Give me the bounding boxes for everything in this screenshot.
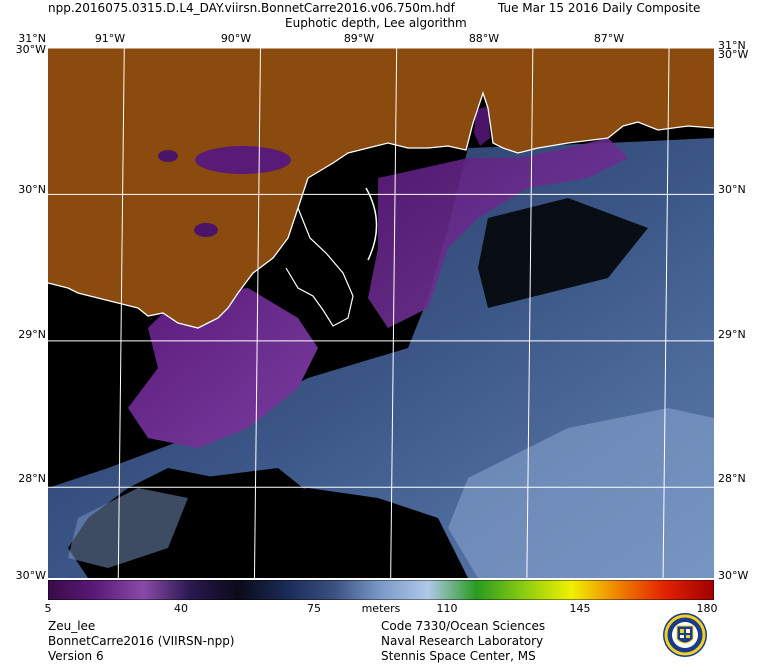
lon-label-91: 91°W [94, 32, 126, 45]
filename-title: npp.2016075.0315.D.L4_DAY.viirsn.BonnetC… [48, 1, 455, 15]
lon-label-89: 89°W [343, 32, 375, 45]
lat-edge-label-right: 30°W [718, 48, 749, 61]
meridian-line-1 [253, 48, 261, 578]
mobile-bay [474, 106, 490, 146]
product-title: Euphotic depth, Lee algorithm [285, 16, 467, 30]
purple-plume [128, 288, 318, 448]
lake-pontchartrain [195, 146, 291, 174]
lat-label-left-28: 28°N [18, 472, 46, 485]
colorbar-tick-145: 145 [569, 602, 591, 615]
lat-label-left-31: 31°N [18, 32, 46, 45]
colorbar-ramp [48, 580, 714, 600]
lake-south [194, 223, 218, 237]
meridian-line-2 [390, 48, 398, 578]
footer-lab: Naval Research Laboratory [381, 634, 544, 648]
date-title: Tue Mar 15 2016 Daily Composite [498, 1, 701, 15]
meridian-line-4 [662, 48, 670, 578]
lat-label-right-28: 28°N [718, 472, 746, 485]
purple-plume-east [368, 138, 628, 328]
colorbar-tick-75: 75 [307, 602, 321, 615]
footer-location: Stennis Space Center, MS [381, 649, 536, 663]
lat-label-right-31: 31°N [718, 39, 746, 52]
lon-label-87: 87°W [593, 32, 625, 45]
land-area [48, 48, 714, 328]
light-water-swirl [448, 408, 714, 578]
footer-region: BonnetCarre2016 (VIIRSN-npp) [48, 634, 235, 648]
graticule [48, 48, 714, 578]
coastline [48, 90, 714, 329]
lat-label-left-30: 30°N [18, 183, 46, 196]
lat-label-right-30: 30°N [718, 183, 746, 196]
nodata-lower [178, 468, 348, 578]
colorbar [48, 580, 714, 600]
colorbar-tick-180: 180 [696, 602, 718, 615]
colorbar-tick-5: 5 [44, 602, 52, 615]
meridian-line-3 [526, 48, 534, 578]
lat-label-left-29: 29°N [18, 328, 46, 341]
footer-product-code: Zeu_lee [48, 619, 96, 633]
colorbar-tick-40: 40 [174, 602, 188, 615]
lat-edge-bottom-right: 30°W [718, 569, 749, 582]
nrl-seal-icon [663, 613, 707, 657]
delta-coast [285, 207, 354, 327]
lat-edge-bottom-left: 30°W [15, 569, 46, 582]
meridian-line-0 [117, 48, 125, 578]
lat-edge-label-left: 30°W [15, 43, 46, 56]
colorbar-units: meters [361, 602, 401, 615]
footer-code: Code 7330/Ocean Sciences [381, 619, 546, 633]
colorbar-tick-110: 110 [436, 602, 458, 615]
lon-label-88: 88°W [468, 32, 500, 45]
lat-label-right-29: 29°N [718, 328, 746, 341]
footer-version: Version 6 [48, 649, 104, 663]
lon-label-90: 90°W [220, 32, 252, 45]
euphotic-depth-map [48, 48, 714, 578]
lake-small-west [158, 150, 178, 162]
light-water-west [68, 488, 188, 568]
nodata-channel [478, 198, 648, 308]
